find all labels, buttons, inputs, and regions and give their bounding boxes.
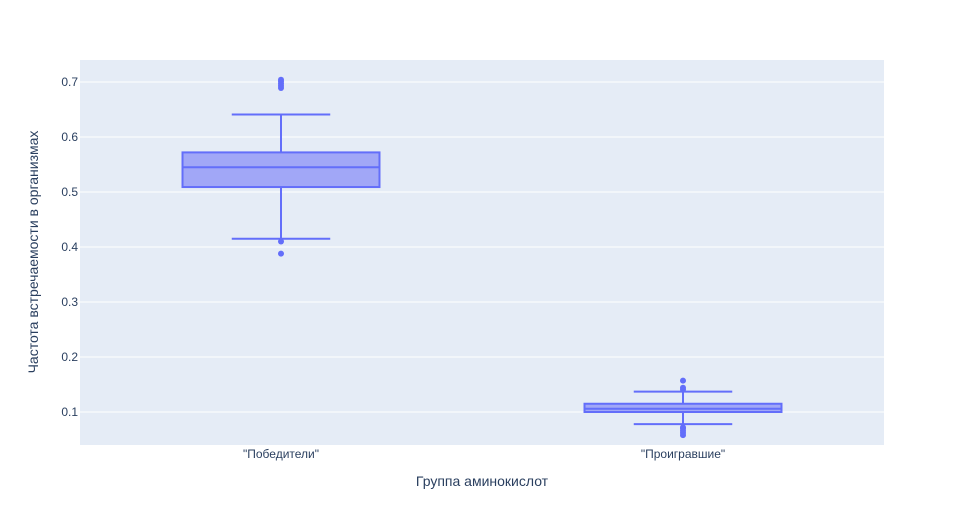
- plot-background: [80, 60, 884, 445]
- outlier-point: [278, 238, 284, 245]
- y-axis-title: Частота встречаемости в организмах: [25, 131, 41, 374]
- x-tick-label: "Проигравшие": [641, 447, 725, 461]
- x-axis-title: Группа аминокислот: [416, 473, 549, 489]
- outlier-point: [278, 76, 284, 83]
- boxes: [181, 76, 783, 439]
- outlier-point: [680, 424, 686, 431]
- box-iqr: [181, 151, 381, 189]
- y-tick-label: 0.4: [61, 240, 78, 254]
- x-tick-label: "Победители": [243, 447, 319, 461]
- y-tick-label: 0.7: [61, 75, 78, 89]
- outlier-point: [680, 377, 686, 384]
- y-tick-label: 0.5: [61, 185, 78, 199]
- y-tick-labels: 0.1 0.2 0.3 0.4 0.5 0.6 0.7: [61, 75, 78, 419]
- box-group: [181, 76, 381, 257]
- y-tick-label: 0.3: [61, 295, 78, 309]
- y-tick-label: 0.1: [61, 405, 78, 419]
- box-group: [583, 377, 783, 439]
- y-tick-label: 0.6: [61, 130, 78, 144]
- outlier-point: [278, 250, 284, 257]
- outlier-point: [680, 384, 686, 391]
- gridlines: [80, 81, 884, 413]
- y-tick-label: 0.2: [61, 350, 78, 364]
- x-tick-labels: "Победители" "Проигравшие": [243, 447, 725, 461]
